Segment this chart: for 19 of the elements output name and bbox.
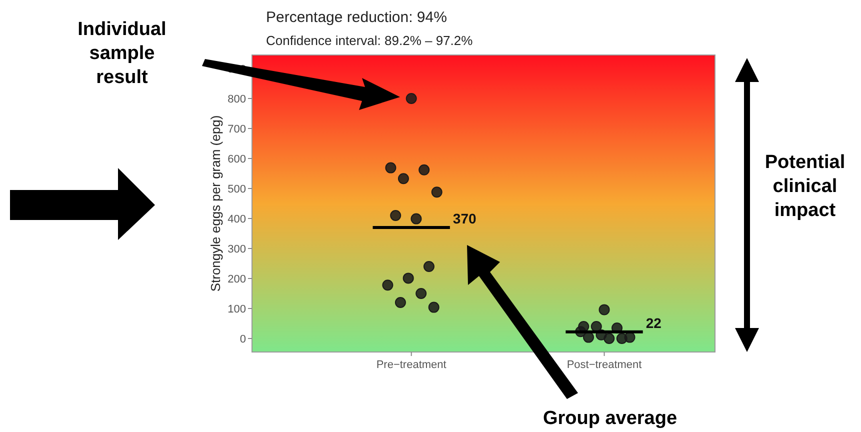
chart-title: Percentage reduction: 94% — [266, 9, 447, 26]
x-tick-label: Post−treatment — [566, 359, 642, 371]
y-tick-label: 600 — [228, 153, 246, 166]
y-tick-label: 300 — [228, 243, 246, 256]
y-tick-label: 700 — [228, 123, 246, 136]
text: Individual sample result — [78, 19, 166, 88]
y-tick-label: 500 — [228, 183, 246, 196]
y-tick-label: 800 — [228, 93, 246, 106]
text: Group average — [542, 408, 678, 429]
y-tick-label: 0 — [240, 333, 246, 346]
y-tick-label: 100 — [228, 303, 246, 316]
ref-line-label: 22 — [646, 314, 662, 331]
text: Potential clinical impact — [764, 152, 846, 221]
chart-subtitle: Confidence interval: 89.2% – 97.2% — [266, 33, 474, 48]
y-tick-label: 400 — [228, 213, 246, 226]
y-tick-label: 200 — [228, 273, 246, 286]
y-axis-title: Strongyle eggs per gram (epg) — [208, 115, 223, 292]
x-tick-label: Pre−treatment — [376, 359, 446, 371]
ref-line-label: 370 — [452, 210, 477, 226]
